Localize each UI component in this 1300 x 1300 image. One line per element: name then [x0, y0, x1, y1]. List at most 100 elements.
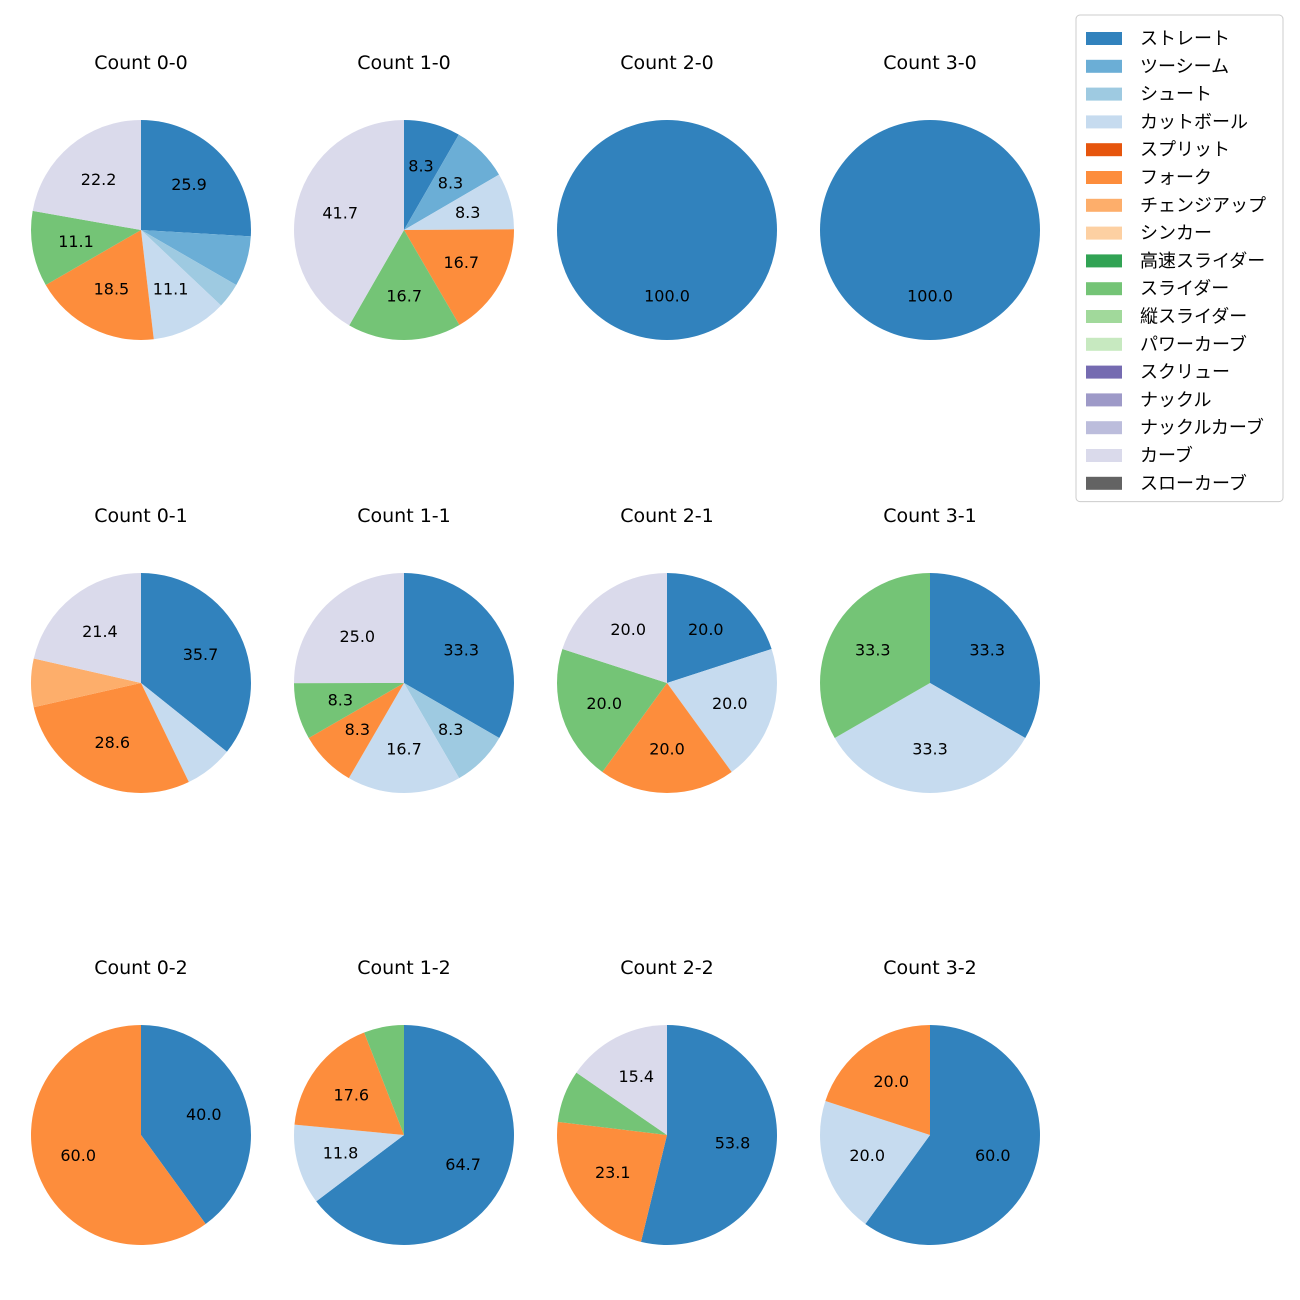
- pie-count-2-2: Count 2-2 53.8 23.1 15.4: [556, 957, 778, 1246]
- pie-slice: [667, 649, 778, 772]
- slice-label: 53.8: [715, 1133, 751, 1152]
- pie-slice: [141, 230, 237, 306]
- pie-slice: [294, 1032, 404, 1135]
- slice-label: 11.1: [153, 280, 189, 299]
- pie-count-1-1: Count 1-1 33.3 8.3 16.7 8.3 8.3 25.0: [293, 505, 514, 794]
- slice-label: 20.0: [688, 620, 724, 639]
- legend-label: カットボール: [1140, 112, 1248, 133]
- legend-swatch: [1086, 171, 1122, 184]
- pie-slice: [33, 573, 141, 683]
- pie-slice: [562, 573, 667, 683]
- legend-label: スクリュー: [1140, 362, 1230, 383]
- pie-slice: [820, 120, 1040, 340]
- legend-swatch: [1086, 226, 1122, 240]
- legend-swatch: [1086, 310, 1122, 323]
- pie-slice: [141, 120, 251, 237]
- legend-swatch: [1086, 476, 1122, 490]
- slice-label: 16.7: [443, 253, 479, 272]
- legend-label: パワーカーブ: [1140, 333, 1247, 355]
- slice-label: 23.1: [595, 1163, 631, 1182]
- pie-title: Count 0-1: [94, 505, 188, 527]
- slice-label: 22.2: [81, 170, 117, 189]
- slice-label: 8.3: [455, 203, 480, 222]
- pie-slice: [819, 1101, 930, 1224]
- pie-slice: [141, 1025, 252, 1224]
- slice-label: 21.4: [82, 622, 118, 641]
- slice-label: 33.3: [969, 641, 1005, 660]
- pie-slice: [640, 1025, 778, 1246]
- pie-title: Count 3-0: [883, 52, 977, 74]
- legend-label: カーブ: [1140, 445, 1193, 467]
- pie-title: Count 3-2: [883, 957, 977, 979]
- pie-slice: [349, 230, 460, 341]
- slice-label: 20.0: [586, 694, 622, 713]
- legend-swatch: [1086, 393, 1122, 407]
- legend-swatch: [1086, 254, 1122, 268]
- slice-label: 25.0: [339, 627, 375, 646]
- pie-slice: [556, 649, 667, 772]
- pie-slice: [576, 1025, 667, 1135]
- legend-swatch: [1086, 115, 1122, 129]
- pie-slice: [667, 573, 772, 683]
- pie-title: Count 3-1: [883, 505, 977, 527]
- pie-count-2-0: Count 2-0 100.0: [557, 52, 777, 340]
- legend-label: ストレート: [1140, 29, 1230, 50]
- slice-label: 20.0: [649, 740, 685, 759]
- slice-label: 100.0: [907, 287, 953, 306]
- pie-slice: [404, 174, 514, 230]
- pie-slice: [308, 683, 404, 779]
- pie-slice: [404, 229, 515, 326]
- slice-label: 20.0: [610, 620, 646, 639]
- pie-slice: [31, 1025, 206, 1245]
- pie-slice: [141, 230, 251, 285]
- pie-slice: [293, 573, 404, 684]
- slice-label: 17.6: [333, 1086, 369, 1105]
- slice-label: 60.0: [975, 1146, 1011, 1165]
- legend-swatch: [1086, 32, 1122, 45]
- pie-slice: [404, 120, 459, 230]
- slice-label: 33.3: [912, 740, 948, 759]
- legend-frame: [1075, 14, 1284, 503]
- pie-slice: [404, 573, 514, 738]
- slice-label: 18.5: [94, 280, 130, 299]
- legend-swatch: [1086, 59, 1122, 73]
- pie-slice: [556, 1121, 667, 1242]
- legend-swatch: [1086, 337, 1122, 351]
- slice-label: 16.7: [386, 740, 422, 759]
- legend-swatch: [1086, 143, 1122, 157]
- pie-slice: [348, 683, 460, 794]
- legend-label: スライダー: [1140, 279, 1229, 300]
- legend-label: フォーク: [1140, 168, 1212, 189]
- legend-swatch: [1086, 365, 1122, 379]
- pie-title: Count 0-2: [94, 957, 188, 979]
- slice-label: 8.3: [345, 720, 370, 739]
- slice-label: 11.1: [58, 232, 94, 251]
- pie-slice: [294, 683, 404, 738]
- pie-slice: [602, 683, 732, 794]
- pie-slice: [33, 683, 189, 793]
- legend-label: シンカー: [1140, 223, 1212, 244]
- slice-label: 8.3: [438, 174, 463, 193]
- slice-label: 20.0: [712, 694, 748, 713]
- pie-slice: [865, 1025, 1040, 1246]
- pie-slice: [825, 1025, 930, 1135]
- pie-title: Count 2-1: [620, 505, 714, 527]
- slice-label: 25.9: [171, 175, 207, 194]
- slice-label: 15.4: [618, 1067, 654, 1086]
- slice-label: 60.0: [60, 1146, 96, 1165]
- pie-count-0-1: Count 0-1 35.7 28.6 21.4: [30, 505, 252, 793]
- legend: ストレートツーシームシュートカットボールスプリットフォークチェンジアップシンカー…: [1075, 14, 1284, 503]
- pie-count-3-1: Count 3-1 33.3 33.3 33.3: [820, 505, 1040, 793]
- slice-label: 33.3: [443, 641, 479, 660]
- pie-count-1-2: Count 1-2 64.7 11.8 17.6: [294, 957, 514, 1246]
- slice-label: 8.3: [328, 691, 353, 710]
- legend-swatch: [1086, 87, 1122, 101]
- pie-slice: [32, 120, 141, 230]
- pie-title: Count 2-0: [620, 52, 714, 74]
- pie-slice: [404, 683, 500, 779]
- pie-title: Count 0-0: [94, 52, 188, 74]
- pie-count-3-0: Count 3-0 100.0: [820, 52, 1040, 340]
- legend-label: ナックル: [1140, 390, 1211, 411]
- slice-label: 28.6: [94, 733, 130, 752]
